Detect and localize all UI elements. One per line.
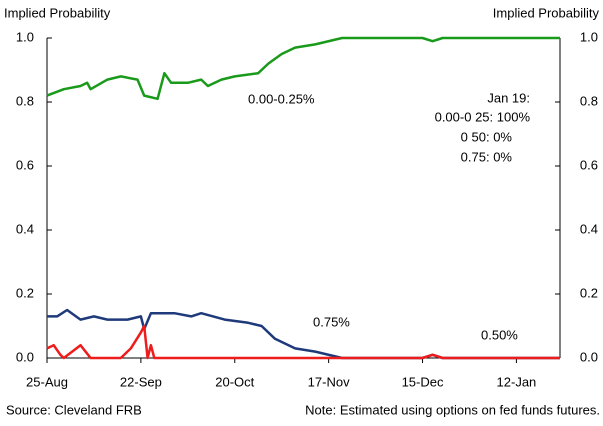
- y2-tick-label: 0.2: [580, 285, 598, 300]
- x-tick-label: 15-Dec: [402, 374, 444, 389]
- x-tick-label: 12-Jan: [497, 374, 537, 389]
- y2-tick-label: 0.0: [580, 349, 598, 364]
- series-label: 0.50%: [481, 327, 518, 342]
- series-line: [46, 324, 560, 360]
- y-tick-label: 0.0: [16, 349, 34, 364]
- annotation-title: Jan 19:: [487, 90, 530, 105]
- y-tick-label: 1.0: [16, 29, 34, 44]
- y-tick-label: 0.8: [16, 93, 34, 108]
- x-tick-label: 22-Sep: [120, 374, 162, 389]
- annotation-line: 0 50: 0%: [461, 129, 513, 144]
- source: Source: Cleveland FRB: [6, 402, 142, 417]
- x-tick-label: 25-Aug: [26, 374, 68, 389]
- y2-tick-label: 0.6: [580, 157, 598, 172]
- annotation-line: 0.75: 0%: [461, 149, 513, 164]
- x-tick-label: 17-Nov: [308, 374, 350, 389]
- y-tick-label: 0.6: [16, 157, 34, 172]
- y2-tick-label: 1.0: [580, 29, 598, 44]
- annotation-line: 0.00-0 25: 100%: [435, 109, 531, 124]
- y-axis-label: Implied Probability: [4, 5, 111, 20]
- y2-tick-label: 0.4: [580, 221, 598, 236]
- y-tick-label: 0.2: [16, 285, 34, 300]
- y-tick-label: 0.4: [16, 221, 34, 236]
- series-line: [46, 36, 560, 101]
- series-label: 0.00-0.25%: [248, 91, 315, 106]
- series-label: 0.75%: [313, 314, 350, 329]
- y2-tick-label: 0.8: [580, 93, 598, 108]
- note: Note: Estimated using options on fed fun…: [305, 402, 600, 417]
- y2-axis-label: Implied Probability: [493, 5, 600, 20]
- x-tick-label: 20-Oct: [215, 374, 254, 389]
